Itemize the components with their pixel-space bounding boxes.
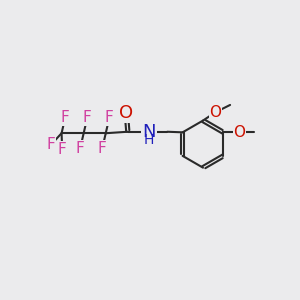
Text: F: F bbox=[47, 137, 56, 152]
Text: O: O bbox=[234, 125, 246, 140]
Text: F: F bbox=[76, 141, 85, 156]
Text: F: F bbox=[105, 110, 114, 125]
Text: F: F bbox=[61, 110, 70, 125]
Text: O: O bbox=[119, 104, 134, 122]
Text: H: H bbox=[144, 133, 154, 147]
Text: F: F bbox=[58, 142, 67, 157]
Text: F: F bbox=[98, 141, 106, 156]
Text: N: N bbox=[142, 123, 156, 141]
Text: F: F bbox=[83, 110, 92, 125]
Text: O: O bbox=[209, 105, 221, 120]
